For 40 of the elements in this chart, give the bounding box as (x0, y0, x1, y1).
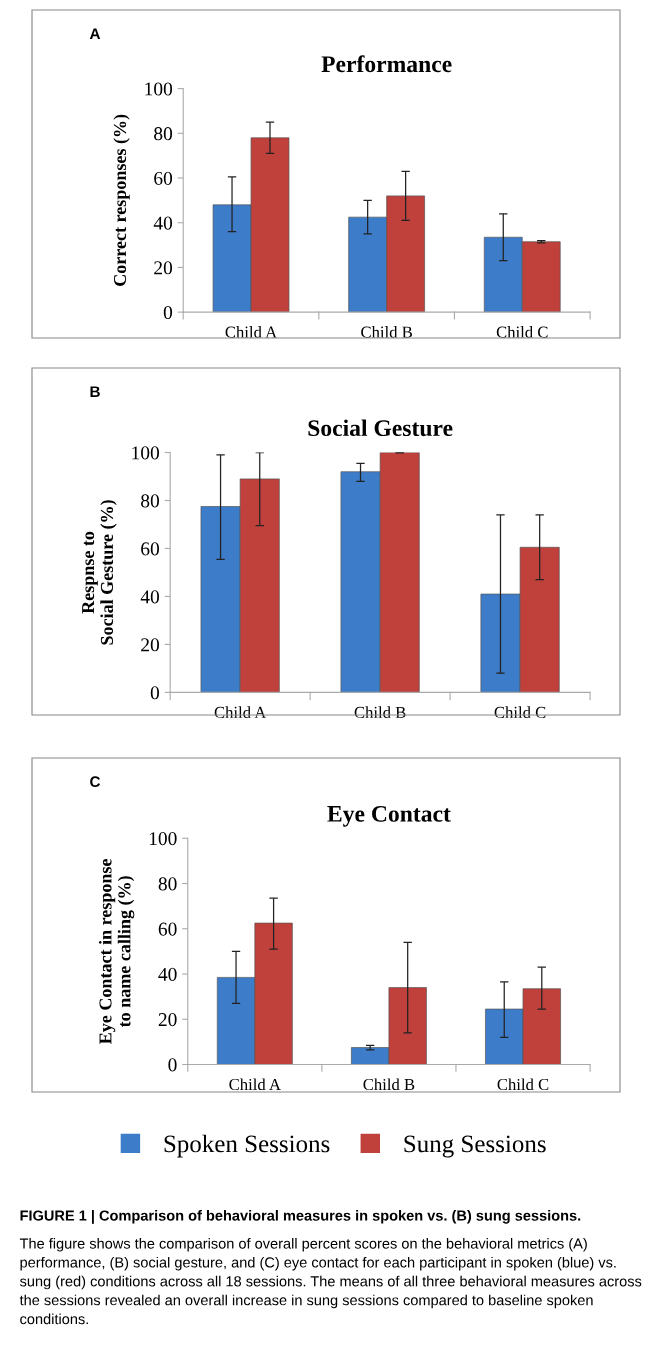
y-tick-label: 60 (141, 542, 160, 556)
caption: FIGURE 1 | Comparison of behavioral measures in spoken vs. (B) sung sessions. (20, 1210, 581, 1224)
x-tick-label: Child C (496, 326, 548, 338)
y-tick-label: 20 (141, 638, 160, 652)
x-tick-label: Child A (214, 706, 267, 719)
y-tick-label: 20 (154, 261, 173, 275)
y-tick-label: 100 (132, 446, 160, 460)
y-tick-label: 80 (158, 877, 177, 891)
y-tick-label: 40 (153, 216, 173, 230)
y-tick-label: 60 (158, 922, 177, 936)
text: B (90, 386, 100, 397)
y-tick-label: 60 (154, 171, 173, 185)
chart-title: Social Gesture (308, 419, 453, 437)
y-tick-label: 100 (145, 82, 173, 96)
chart-title: Performance (321, 55, 452, 73)
legend-label: Spoken Sessions (164, 1134, 330, 1158)
y-tick-label: 40 (140, 590, 160, 604)
text: C (90, 776, 101, 788)
y-tick-label: 0 (150, 686, 160, 700)
y-axis-title: Respnse to Social Gesture (%) (82, 500, 117, 645)
y-tick-label: 80 (154, 127, 173, 141)
x-tick-label: Child C (494, 706, 546, 719)
y-tick-label: 100 (149, 832, 177, 846)
x-tick-label: Child C (497, 1078, 549, 1091)
y-tick-label: 80 (141, 494, 160, 508)
y-tick-label: 40 (158, 967, 177, 981)
x-tick-label: Child B (354, 706, 406, 719)
y-tick-label: 0 (163, 305, 173, 320)
chart-title: Eye Contact (327, 805, 451, 827)
x-tick-label: Child A (225, 326, 278, 338)
text: The figure shows the comparison of overall percent scores on the behavioral metrics (A) performance, (B) social gesture, and (C) eye contact for each participant in spoken (blue) vs. sung (red) conditions across all 18 sessions. The means of all three behavioral measures across the sessions revealed an overall increase in sung sessions compared to baseline spoken conditions. (19, 1238, 642, 1325)
x-tick-label: Child A (229, 1078, 281, 1091)
y-axis-title: Correct responses (%) (113, 114, 130, 286)
legend-label: Sung Sessions (404, 1135, 546, 1158)
text: A (89, 28, 101, 39)
y-tick-label: 20 (158, 1013, 177, 1027)
x-tick-label: Child B (363, 1078, 415, 1091)
x-tick-label: Child B (361, 326, 412, 338)
y-tick-label: 0 (168, 1058, 177, 1072)
y-axis-title: Eye Contact in response to name calling (%) (98, 858, 135, 1044)
